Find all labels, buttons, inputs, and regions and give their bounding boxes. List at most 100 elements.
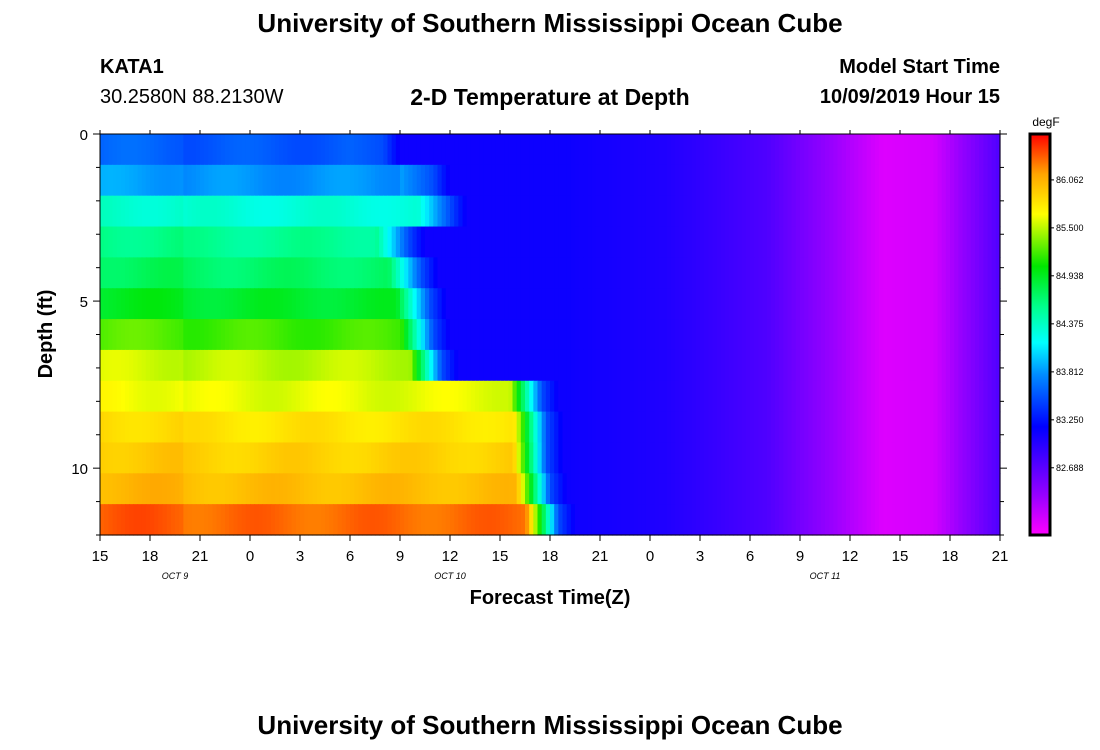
heatmap-cell (479, 380, 484, 413)
heatmap-cell (345, 319, 351, 351)
heatmap-cell (570, 134, 576, 166)
heatmap-cell (458, 473, 464, 505)
heatmap-cell (508, 319, 514, 351)
heatmap-cell (966, 226, 972, 258)
heatmap-cell (887, 164, 893, 197)
heatmap-cell (241, 257, 247, 289)
heatmap-cell (883, 380, 889, 413)
heatmap-cell (345, 442, 351, 474)
heatmap-cell (608, 380, 614, 413)
heatmap-cell (233, 134, 239, 166)
heatmap-cell (708, 349, 714, 382)
heatmap-cell (570, 442, 576, 474)
heatmap-cell (470, 411, 476, 444)
heatmap-cell (925, 380, 930, 413)
heatmap-cell (145, 504, 151, 536)
heatmap-cell (837, 349, 843, 382)
heatmap-cell (579, 134, 584, 166)
heatmap-cell (704, 442, 709, 474)
heatmap-cell (704, 164, 709, 197)
heatmap-cell (395, 164, 401, 197)
heatmap-cell (608, 134, 614, 166)
heatmap-cell (337, 257, 343, 289)
heatmap-cell (937, 164, 943, 197)
heatmap-cell (554, 380, 559, 413)
heatmap-cell (695, 380, 701, 413)
heatmap-cell (970, 195, 976, 228)
heatmap-cell (270, 134, 276, 166)
heatmap-cell (183, 226, 189, 258)
heatmap-cell (641, 134, 647, 166)
heatmap-cell (633, 226, 639, 258)
heatmap-cell (304, 195, 309, 228)
heatmap-cell (541, 411, 547, 444)
heatmap-cell (670, 288, 676, 320)
heatmap-cell (575, 195, 580, 228)
heatmap-cell (383, 164, 389, 197)
heatmap-cell (320, 442, 326, 474)
heatmap-cell (908, 411, 914, 444)
heatmap-cell (225, 319, 230, 351)
heatmap-cell (187, 257, 193, 289)
heatmap-cell (812, 319, 818, 351)
heatmap-cell (295, 319, 301, 351)
heatmap-cell (870, 380, 876, 413)
heatmap-cell (925, 288, 930, 320)
heatmap-cell (579, 319, 584, 351)
heatmap-cell (750, 288, 755, 320)
heatmap-cell (162, 134, 168, 166)
heatmap-cell (566, 473, 572, 505)
heatmap-cell (383, 380, 389, 413)
heatmap-cell (650, 226, 655, 258)
heatmap-cell (520, 288, 526, 320)
heatmap-cell (883, 349, 889, 382)
heatmap-cell (416, 473, 422, 505)
heatmap-cell (270, 411, 276, 444)
heatmap-cell (400, 164, 405, 197)
heatmap-cell (408, 411, 414, 444)
heatmap-cell (616, 195, 622, 228)
heatmap-cell (600, 442, 605, 474)
heatmap-cell (466, 195, 472, 228)
heatmap-cell (116, 411, 122, 444)
heatmap-cell (583, 411, 589, 444)
heatmap-cell (220, 411, 226, 444)
heatmap-cell (966, 164, 972, 197)
heatmap-cell (983, 411, 989, 444)
heatmap-cell (941, 380, 947, 413)
heatmap-cell (462, 473, 468, 505)
heatmap-cell (133, 134, 139, 166)
heatmap-cell (108, 349, 114, 382)
heatmap-cell (791, 473, 797, 505)
heatmap-cell (666, 504, 672, 536)
heatmap-cell (412, 257, 418, 289)
heatmap-cell (841, 319, 847, 351)
heatmap-cell (616, 164, 622, 197)
heatmap-cell (429, 319, 434, 351)
heatmap-cell (583, 504, 589, 536)
heatmap-cell (745, 473, 751, 505)
heatmap-cell (108, 442, 114, 474)
heatmap-cell (133, 349, 139, 382)
heatmap-cell (458, 164, 464, 197)
heatmap-cell (712, 349, 718, 382)
heatmap-cell (654, 134, 659, 166)
heatmap-cell (691, 288, 697, 320)
heatmap-cell (675, 164, 680, 197)
heatmap-cell (804, 195, 809, 228)
heatmap-cell (787, 349, 793, 382)
heatmap-cell (441, 226, 447, 258)
heatmap-cell (729, 164, 734, 197)
heatmap-cell (854, 319, 859, 351)
heatmap-cell (841, 226, 847, 258)
heatmap-cell (679, 473, 684, 505)
heatmap-cell (595, 319, 601, 351)
heatmap-cell (662, 504, 668, 536)
heatmap-cell (191, 349, 197, 382)
heatmap-cell (745, 319, 751, 351)
heatmap-cell (483, 257, 489, 289)
heatmap-cell (979, 504, 984, 536)
heatmap-cell (908, 473, 914, 505)
heatmap-cell (366, 349, 372, 382)
heatmap-cell (512, 134, 518, 166)
